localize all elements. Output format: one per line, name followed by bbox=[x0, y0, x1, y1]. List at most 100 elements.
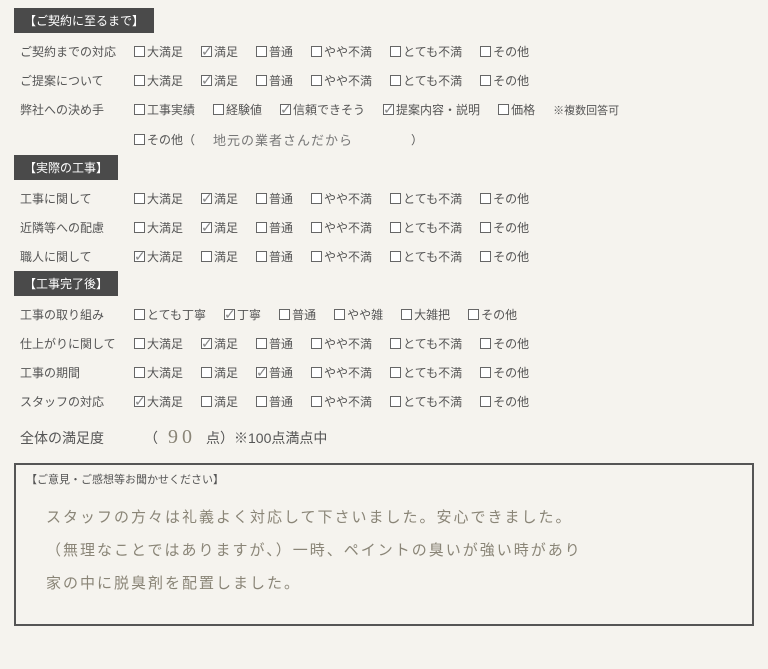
option[interactable]: その他 bbox=[480, 335, 529, 352]
checkbox-icon[interactable] bbox=[134, 134, 145, 145]
checkbox-icon[interactable] bbox=[134, 222, 145, 233]
option[interactable]: その他 bbox=[480, 43, 529, 60]
checkbox-icon[interactable] bbox=[134, 75, 145, 86]
checkbox-icon[interactable] bbox=[480, 251, 491, 262]
option[interactable]: その他 bbox=[480, 219, 529, 236]
checkbox-icon[interactable] bbox=[480, 396, 491, 407]
option[interactable]: 満足 bbox=[201, 219, 238, 236]
checkbox-icon[interactable] bbox=[390, 222, 401, 233]
checkbox-icon[interactable] bbox=[201, 193, 212, 204]
option[interactable]: 満足 bbox=[201, 43, 238, 60]
checkbox-icon[interactable] bbox=[390, 46, 401, 57]
option[interactable]: とても不満 bbox=[390, 335, 462, 352]
option[interactable]: 満足 bbox=[201, 335, 238, 352]
checkbox-icon[interactable] bbox=[201, 396, 212, 407]
checkbox-icon[interactable] bbox=[134, 251, 145, 262]
option[interactable]: 大満足 bbox=[134, 248, 183, 265]
checkbox-icon[interactable] bbox=[201, 251, 212, 262]
checkbox-icon[interactable] bbox=[201, 222, 212, 233]
option[interactable]: やや不満 bbox=[311, 335, 372, 352]
option[interactable]: 普通 bbox=[256, 190, 293, 207]
option[interactable]: その他 bbox=[480, 248, 529, 265]
option[interactable]: とても不満 bbox=[390, 72, 462, 89]
option[interactable]: やや不満 bbox=[311, 219, 372, 236]
checkbox-icon[interactable] bbox=[256, 338, 267, 349]
option[interactable]: やや不満 bbox=[311, 72, 372, 89]
checkbox-icon[interactable] bbox=[311, 338, 322, 349]
checkbox-icon[interactable] bbox=[311, 193, 322, 204]
option[interactable]: その他 bbox=[480, 190, 529, 207]
option[interactable]: 大満足 bbox=[134, 335, 183, 352]
checkbox-icon[interactable] bbox=[256, 367, 267, 378]
checkbox-icon[interactable] bbox=[134, 338, 145, 349]
option[interactable]: その他 bbox=[480, 72, 529, 89]
option[interactable]: 大満足 bbox=[134, 364, 183, 381]
option[interactable]: とても不満 bbox=[390, 393, 462, 410]
option[interactable]: 満足 bbox=[201, 364, 238, 381]
checkbox-icon[interactable] bbox=[401, 309, 412, 320]
checkbox-icon[interactable] bbox=[311, 46, 322, 57]
checkbox-icon[interactable] bbox=[134, 367, 145, 378]
checkbox-icon[interactable] bbox=[256, 75, 267, 86]
option[interactable]: 普通 bbox=[256, 393, 293, 410]
checkbox-icon[interactable] bbox=[311, 396, 322, 407]
option[interactable]: 普通 bbox=[256, 72, 293, 89]
checkbox-icon[interactable] bbox=[480, 46, 491, 57]
checkbox-icon[interactable] bbox=[311, 222, 322, 233]
option[interactable]: 大満足 bbox=[134, 219, 183, 236]
checkbox-icon[interactable] bbox=[256, 193, 267, 204]
checkbox-icon[interactable] bbox=[311, 251, 322, 262]
checkbox-icon[interactable] bbox=[256, 46, 267, 57]
checkbox-icon[interactable] bbox=[480, 75, 491, 86]
checkbox-icon[interactable] bbox=[390, 193, 401, 204]
option[interactable]: やや不満 bbox=[311, 393, 372, 410]
checkbox-icon[interactable] bbox=[480, 338, 491, 349]
checkbox-icon[interactable] bbox=[280, 104, 291, 115]
option[interactable]: 満足 bbox=[201, 393, 238, 410]
option[interactable]: やや不満 bbox=[311, 364, 372, 381]
option[interactable]: 大雑把 bbox=[401, 306, 450, 323]
checkbox-icon[interactable] bbox=[390, 75, 401, 86]
checkbox-icon[interactable] bbox=[201, 338, 212, 349]
checkbox-icon[interactable] bbox=[390, 367, 401, 378]
option[interactable]: とても丁寧 bbox=[134, 306, 206, 323]
option[interactable]: 普通 bbox=[256, 364, 293, 381]
option[interactable]: 普通 bbox=[256, 219, 293, 236]
checkbox-icon[interactable] bbox=[201, 46, 212, 57]
checkbox-icon[interactable] bbox=[256, 396, 267, 407]
option[interactable]: とても不満 bbox=[390, 43, 462, 60]
checkbox-icon[interactable] bbox=[134, 104, 145, 115]
option[interactable]: 満足 bbox=[201, 190, 238, 207]
checkbox-icon[interactable] bbox=[134, 193, 145, 204]
option[interactable]: 経験値 bbox=[213, 101, 262, 118]
checkbox-icon[interactable] bbox=[134, 396, 145, 407]
option[interactable]: やや雑 bbox=[334, 306, 383, 323]
checkbox-icon[interactable] bbox=[256, 251, 267, 262]
checkbox-icon[interactable] bbox=[390, 251, 401, 262]
checkbox-icon[interactable] bbox=[498, 104, 509, 115]
checkbox-icon[interactable] bbox=[311, 75, 322, 86]
option[interactable]: とても不満 bbox=[390, 364, 462, 381]
option[interactable]: その他（ bbox=[134, 131, 195, 148]
checkbox-icon[interactable] bbox=[256, 222, 267, 233]
option[interactable]: 大満足 bbox=[134, 43, 183, 60]
checkbox-icon[interactable] bbox=[468, 309, 479, 320]
option[interactable]: その他 bbox=[480, 393, 529, 410]
option[interactable]: その他 bbox=[468, 306, 517, 323]
checkbox-icon[interactable] bbox=[201, 75, 212, 86]
checkbox-icon[interactable] bbox=[213, 104, 224, 115]
option[interactable]: 満足 bbox=[201, 72, 238, 89]
option[interactable]: 価格 bbox=[498, 101, 535, 118]
option[interactable]: やや不満 bbox=[311, 248, 372, 265]
option[interactable]: 大満足 bbox=[134, 72, 183, 89]
option[interactable]: 丁寧 bbox=[224, 306, 261, 323]
checkbox-icon[interactable] bbox=[480, 367, 491, 378]
checkbox-icon[interactable] bbox=[334, 309, 345, 320]
checkbox-icon[interactable] bbox=[390, 338, 401, 349]
option[interactable]: 普通 bbox=[279, 306, 316, 323]
option[interactable]: やや不満 bbox=[311, 190, 372, 207]
option[interactable]: 普通 bbox=[256, 335, 293, 352]
checkbox-icon[interactable] bbox=[279, 309, 290, 320]
checkbox-icon[interactable] bbox=[201, 367, 212, 378]
checkbox-icon[interactable] bbox=[383, 104, 394, 115]
